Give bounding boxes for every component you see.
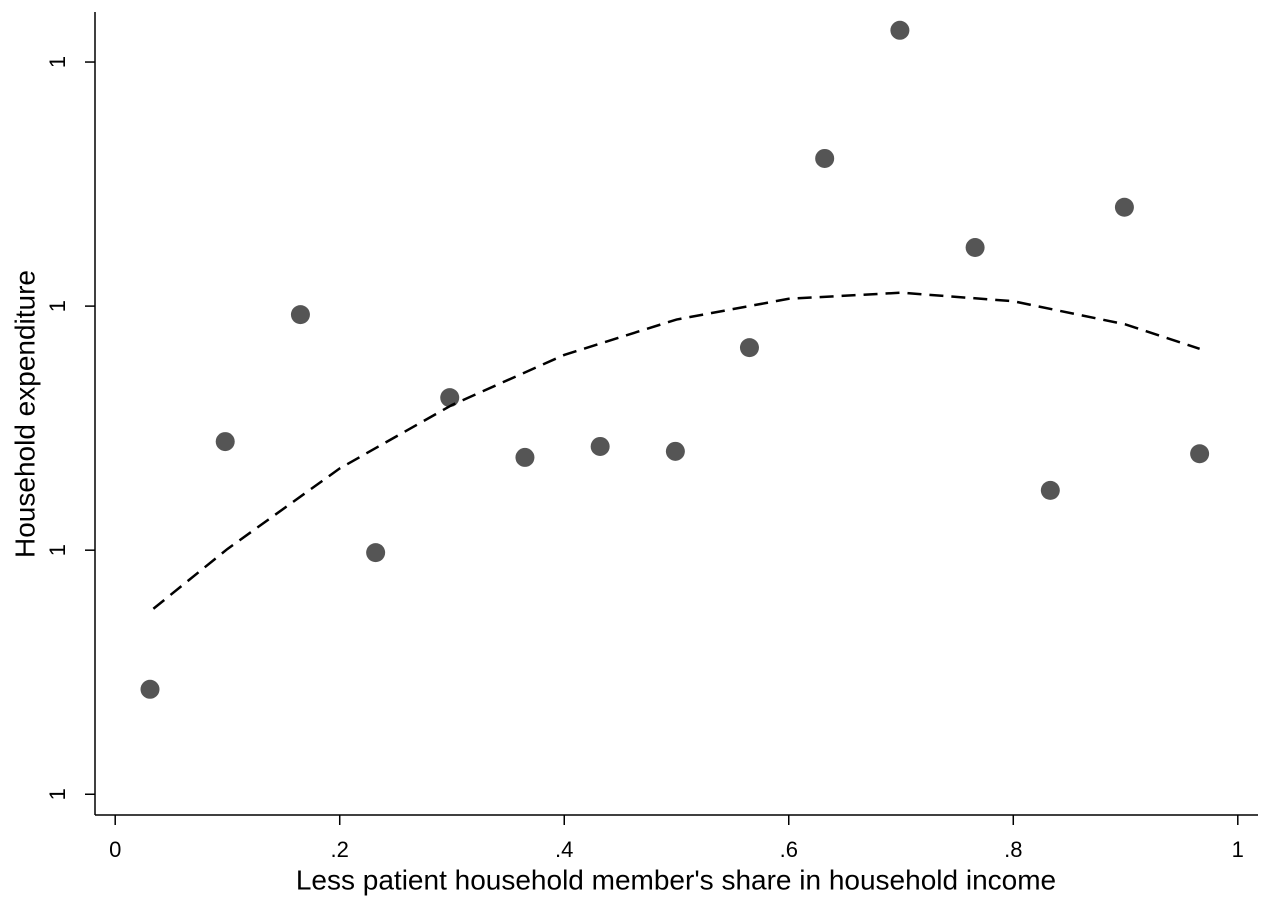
point	[965, 238, 985, 258]
y-tick-label: 1	[45, 56, 70, 68]
x-tick-label: .8	[1004, 837, 1022, 862]
x-tick-label: .4	[555, 837, 573, 862]
point	[515, 447, 535, 467]
point	[440, 388, 460, 408]
point	[140, 679, 160, 699]
x-tick-label: 0	[109, 837, 121, 862]
fit-line	[152, 291, 1201, 610]
y-tick-label: 1	[45, 544, 70, 556]
x-axis-title: Less patient household member's share in…	[296, 864, 1056, 895]
point	[1114, 197, 1134, 217]
y-tick-label: 1	[45, 788, 70, 800]
y-axis-title: Household expenditure	[9, 270, 40, 558]
point	[366, 543, 386, 563]
point	[890, 20, 910, 40]
point	[1190, 444, 1210, 464]
x-tick-label: .2	[331, 837, 349, 862]
point	[290, 305, 310, 325]
point	[739, 338, 759, 358]
point	[815, 148, 835, 168]
point	[215, 432, 235, 452]
point	[590, 436, 610, 456]
x-tick-label: 1	[1232, 837, 1244, 862]
point	[1040, 480, 1060, 500]
x-tick-label: .6	[780, 837, 798, 862]
y-tick-label: 1	[45, 300, 70, 312]
point	[665, 441, 685, 461]
